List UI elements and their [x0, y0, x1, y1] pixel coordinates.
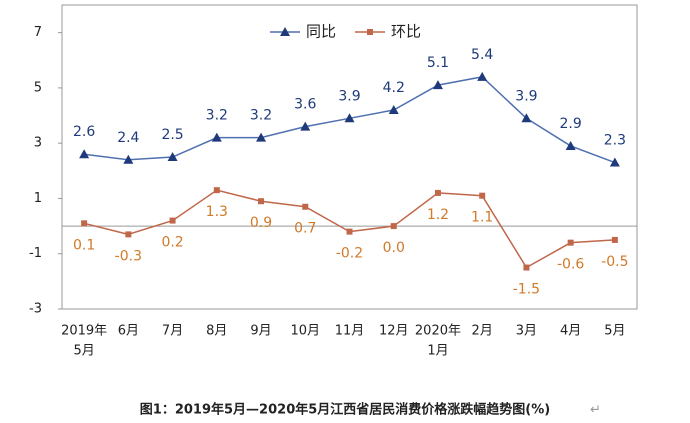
data-label: 0.2: [161, 235, 183, 251]
data-label: 1.2: [427, 207, 449, 223]
point: [81, 220, 88, 227]
point: [523, 264, 530, 271]
point: [479, 192, 486, 199]
data-label: 3.6: [294, 97, 316, 113]
legend-label: 同比: [306, 23, 336, 41]
data-label: 5.1: [427, 55, 449, 71]
point: [477, 71, 488, 81]
data-label: 0.9: [250, 215, 272, 231]
x-tick-label: 2019年: [61, 324, 107, 339]
return-mark: ↵: [590, 403, 601, 418]
point: [434, 189, 441, 196]
point: [125, 231, 132, 238]
y-tick-label: -1: [29, 246, 42, 261]
data-label: 0.7: [294, 221, 316, 237]
point: [258, 198, 265, 205]
data-label: 2.9: [560, 116, 582, 132]
point: [390, 223, 397, 230]
point: [609, 157, 620, 167]
y-tick-label: 7: [34, 25, 42, 40]
data-label: 2.3: [604, 133, 626, 149]
x-tick-label: 4月: [560, 324, 581, 339]
point: [211, 132, 222, 142]
point: [611, 236, 618, 243]
x-tick-label: 11月: [335, 324, 365, 339]
x-tick-label: 8月: [206, 324, 227, 339]
y-tick-label: 3: [34, 136, 42, 151]
x-tick-label: 2月: [472, 324, 493, 339]
data-label: 1.1: [471, 210, 493, 226]
x-tick-label: 12月: [379, 324, 409, 339]
y-tick-label: 5: [34, 80, 42, 95]
point: [169, 217, 176, 224]
point: [432, 80, 443, 90]
y-tick-label: 1: [34, 191, 42, 206]
y-tick-label: -3: [29, 302, 42, 317]
plot-border: [61, 4, 638, 310]
point: [521, 113, 532, 123]
x-tick-label: 10月: [290, 324, 320, 339]
x-tick-label: 5月: [73, 344, 94, 359]
point: [302, 203, 309, 210]
data-label: 2.5: [161, 127, 183, 143]
data-label: 3.2: [206, 108, 228, 124]
point: [567, 239, 574, 246]
point: [565, 140, 576, 150]
legend-label: 环比: [391, 23, 421, 41]
data-label: 2.4: [117, 130, 139, 146]
data-label: 3.2: [250, 108, 272, 124]
point: [167, 152, 178, 161]
data-label: 1.3: [206, 204, 228, 220]
data-label: -0.5: [601, 254, 628, 270]
point: [256, 132, 267, 142]
data-label: 3.9: [338, 88, 360, 104]
x-tick-label: 6月: [118, 324, 139, 339]
x-tick-label: 5月: [604, 324, 625, 339]
x-tick-label: 1月: [427, 344, 448, 359]
data-label: -0.6: [557, 257, 584, 273]
data-label: -0.2: [336, 246, 363, 262]
point: [300, 121, 311, 131]
data-label: -0.3: [115, 248, 142, 264]
point: [388, 105, 399, 115]
x-tick-label: 2020年: [415, 324, 461, 339]
data-label: 5.4: [471, 47, 493, 63]
data-label: 3.9: [515, 88, 537, 104]
point: [79, 149, 90, 159]
x-tick-label: 3月: [516, 324, 537, 339]
point: [344, 113, 355, 123]
x-tick-label: 7月: [162, 324, 183, 339]
data-label: -1.5: [513, 282, 540, 298]
legend-marker: [367, 29, 373, 35]
point: [123, 154, 134, 164]
legend-marker: [280, 27, 290, 36]
data-label: 4.2: [383, 80, 405, 96]
caption: 图1：2019年5月—2020年5月江西省居民消费价格涨跌幅趋势图(%): [140, 402, 550, 418]
data-label: 0.0: [383, 240, 405, 256]
x-tick-label: 9月: [250, 324, 271, 339]
point: [346, 228, 353, 235]
data-label: 2.6: [73, 124, 95, 140]
point: [213, 187, 220, 194]
data-label: 0.1: [73, 237, 95, 253]
